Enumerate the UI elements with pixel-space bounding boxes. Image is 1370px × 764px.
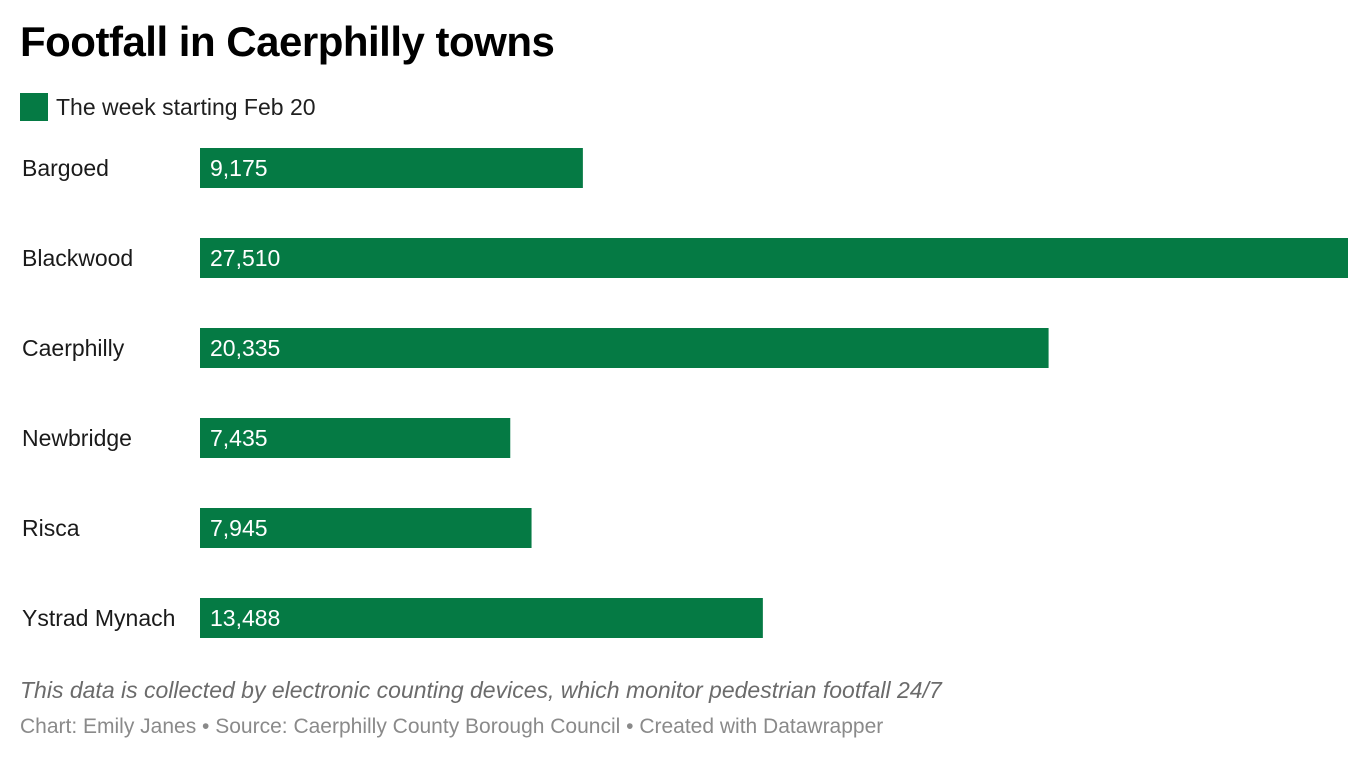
chart-footer: Chart: Emily Janes • Source: Caerphilly …: [20, 715, 884, 738]
chart-title: Footfall in Caerphilly towns: [20, 18, 555, 65]
value-label: 20,335: [210, 335, 280, 361]
bar: [200, 238, 1348, 278]
value-label: 13,488: [210, 605, 280, 631]
value-label: 7,945: [210, 515, 268, 541]
bar-chart: Bargoed 9,175 Blackwood 27,510 Caerphilly 20,…: [22, 148, 1348, 638]
bar: [200, 508, 532, 548]
legend-swatch: [20, 93, 48, 121]
category-label: Blackwood: [22, 245, 133, 271]
bar: [200, 598, 763, 638]
value-label: 9,175: [210, 155, 268, 181]
bar: [200, 328, 1049, 368]
category-label: Risca: [22, 515, 80, 541]
category-label: Caerphilly: [22, 335, 125, 361]
legend-label: The week starting Feb 20: [56, 93, 316, 120]
category-label: Bargoed: [22, 155, 109, 181]
value-label: 27,510: [210, 245, 280, 271]
bar: [200, 148, 583, 188]
category-label: Ystrad Mynach: [22, 605, 175, 631]
bar: [200, 418, 511, 458]
category-label: Newbridge: [22, 425, 132, 451]
chart-notes: This data is collected by electronic cou…: [20, 677, 942, 703]
value-label: 7,435: [210, 425, 268, 451]
legend: The week starting Feb 20: [20, 92, 316, 122]
